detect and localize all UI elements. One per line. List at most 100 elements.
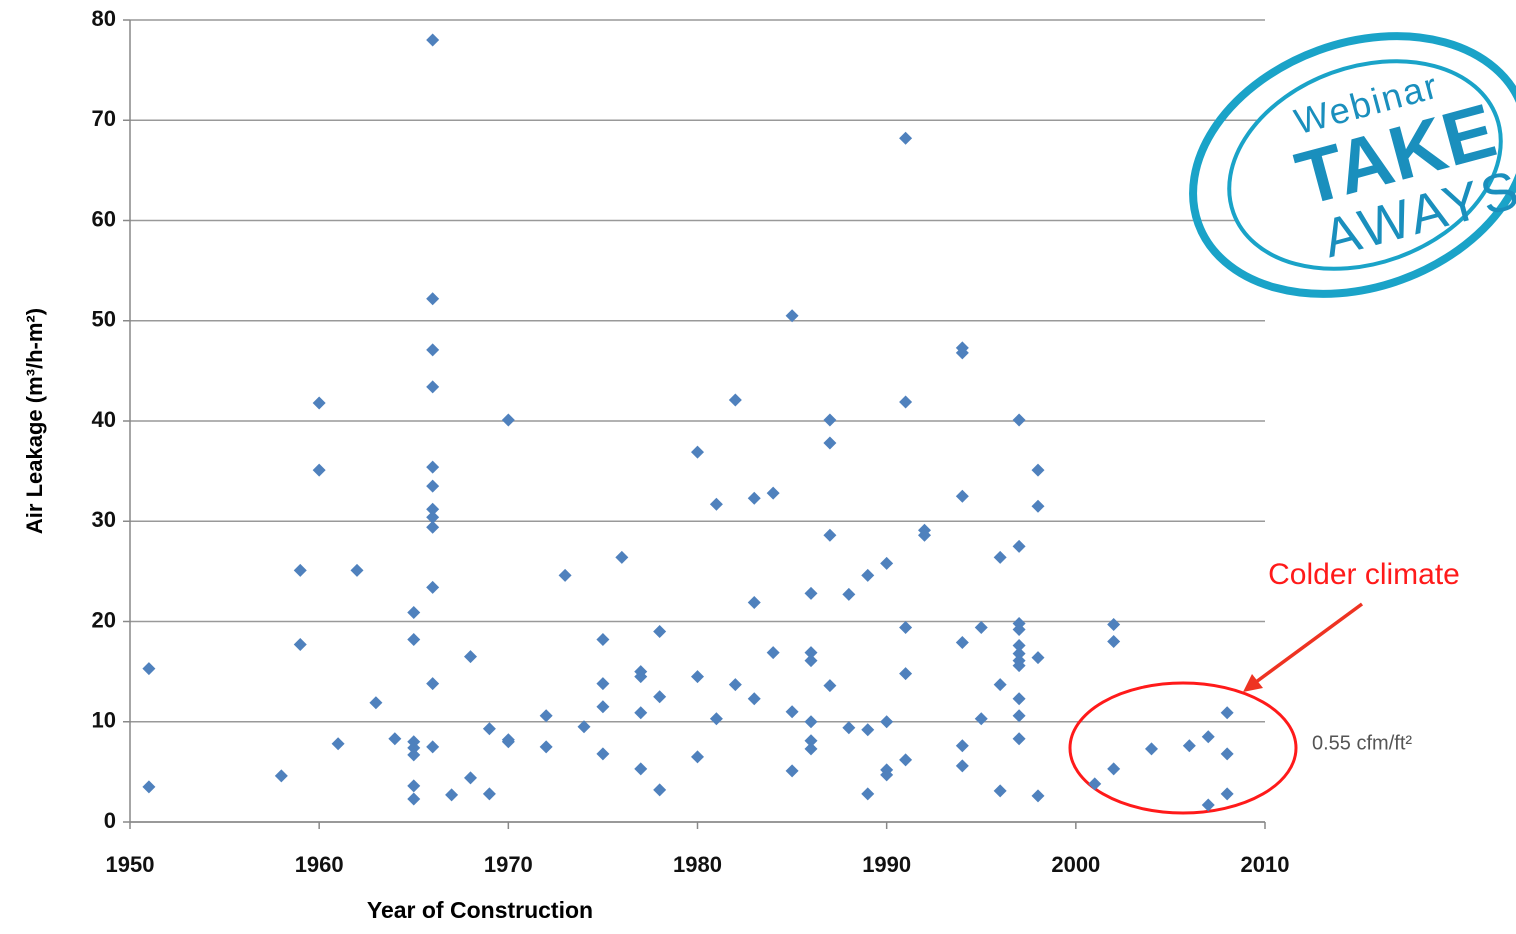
point [653, 783, 667, 797]
point [691, 445, 704, 459]
point [823, 436, 837, 450]
point [861, 723, 875, 737]
y-tick-label: 0 [104, 808, 116, 833]
point [785, 705, 799, 719]
x-tick-label: 1950 [106, 852, 155, 877]
point [426, 292, 440, 306]
annotation: Colder climate [1268, 558, 1460, 591]
point [993, 678, 1007, 692]
point [596, 700, 610, 714]
point [1012, 413, 1026, 427]
point [312, 396, 326, 410]
point [842, 587, 856, 601]
point [823, 679, 837, 693]
point [407, 748, 421, 762]
point [1201, 730, 1215, 744]
point [1145, 742, 1158, 756]
y-axis-label: Air Leakage (m³/h-m²) [22, 308, 47, 534]
y-tick-label: 20 [92, 607, 116, 632]
point [445, 788, 459, 802]
point [1012, 539, 1026, 553]
point [558, 568, 572, 582]
point [691, 670, 704, 684]
point [766, 486, 780, 500]
point [1107, 762, 1121, 776]
point [407, 605, 421, 619]
point [785, 309, 799, 323]
point [142, 780, 156, 794]
point [1012, 639, 1026, 653]
point [1012, 623, 1026, 637]
y-tick-label: 40 [92, 407, 116, 432]
point [482, 787, 496, 801]
point [331, 737, 345, 751]
point [955, 759, 969, 773]
point [842, 721, 856, 735]
point [804, 742, 818, 756]
point [766, 646, 780, 660]
point [1012, 709, 1026, 723]
x-tick-label: 1980 [673, 852, 722, 877]
point [539, 740, 553, 754]
point [899, 667, 913, 681]
x-tick-label: 2000 [1051, 852, 1100, 877]
point [880, 556, 894, 570]
point [709, 497, 723, 511]
point [880, 768, 894, 782]
point [918, 528, 931, 542]
point [426, 580, 440, 594]
point [634, 762, 648, 776]
point [728, 678, 742, 692]
point [312, 463, 326, 477]
point [596, 633, 610, 647]
point [747, 692, 761, 706]
point [274, 769, 288, 783]
point [804, 654, 818, 668]
point [426, 343, 440, 357]
y-tick-label: 30 [92, 507, 116, 532]
point [596, 747, 610, 761]
point [1107, 618, 1121, 632]
point [539, 709, 553, 723]
point [596, 677, 610, 691]
point [1031, 651, 1045, 665]
point [747, 595, 761, 609]
point [501, 413, 515, 427]
point [407, 741, 421, 755]
point [426, 479, 440, 493]
point [426, 33, 440, 47]
point [350, 563, 364, 577]
y-tick-label: 70 [92, 106, 116, 131]
point [1088, 777, 1102, 791]
point [577, 720, 591, 734]
point [691, 750, 704, 764]
point [823, 528, 837, 542]
point [464, 650, 477, 664]
point [861, 568, 875, 582]
point [955, 346, 969, 360]
point [426, 510, 440, 524]
x-tick-label: 1970 [484, 852, 533, 877]
point [1012, 732, 1026, 746]
point [899, 131, 913, 145]
point [1182, 739, 1196, 753]
point [804, 586, 818, 600]
point [482, 722, 496, 736]
y-tick-label: 10 [92, 708, 116, 733]
point [993, 550, 1007, 564]
y-tick-label: 50 [92, 307, 116, 332]
point [426, 380, 440, 394]
point [426, 460, 440, 474]
point [369, 696, 383, 710]
point [823, 413, 837, 427]
point [1220, 747, 1234, 761]
y-tick-label: 80 [92, 6, 116, 31]
point [880, 715, 894, 729]
x-tick-label: 1990 [862, 852, 911, 877]
x-axis-label: Year of Construction [367, 897, 593, 923]
point [899, 753, 913, 767]
point [899, 395, 913, 409]
point [653, 690, 667, 704]
point [464, 771, 477, 785]
y-tick-label: 60 [92, 206, 116, 231]
